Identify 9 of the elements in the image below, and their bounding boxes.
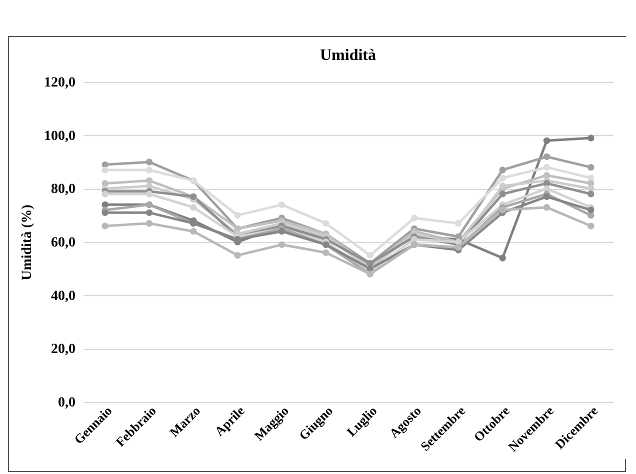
y-tick-label: 80,0 (51, 182, 76, 198)
y-axis-title: Umidità (%) (20, 204, 35, 280)
y-tick-label: 60,0 (51, 236, 76, 250)
y-tick-label: 100,0 (44, 128, 76, 144)
y-tick-label: 120,0 (44, 76, 76, 90)
chart-title: Umidità (320, 47, 376, 64)
y-tick-label: 20,0 (51, 342, 76, 358)
y-tick-label: 40,0 (51, 288, 76, 304)
y-tick-label: 0,0 (58, 396, 76, 410)
